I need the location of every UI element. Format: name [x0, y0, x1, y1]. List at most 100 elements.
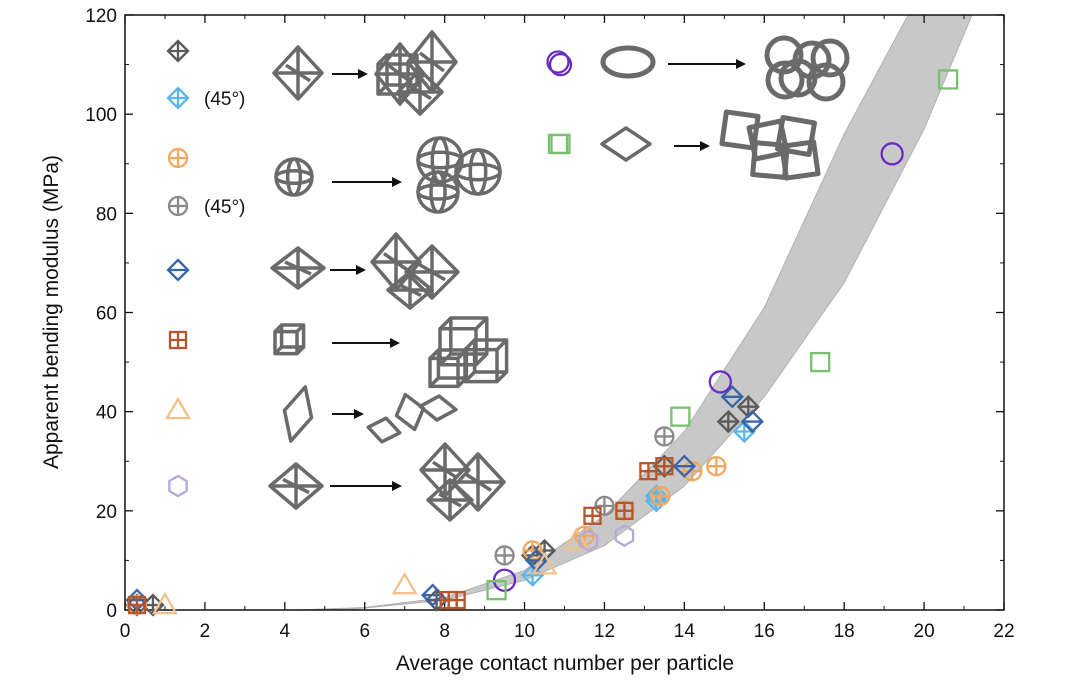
x-tick-label: 14: [674, 621, 696, 642]
data-point-series-9: [486, 580, 507, 601]
data-point-series-4: [720, 385, 744, 409]
octahedron-small-cluster-icon: [426, 478, 474, 522]
y-tick-label: 0: [106, 601, 117, 622]
legend-marker-5: [168, 330, 188, 350]
inset-arrow-7: [668, 59, 746, 69]
inset-arrow-6: [330, 481, 402, 491]
data-point-series-5: [615, 501, 634, 520]
data-point-series-3: [654, 426, 675, 447]
cube-frame-icon: [273, 323, 306, 356]
data-point-series-6: [151, 591, 178, 615]
data-point-series-2: [650, 485, 671, 507]
data-point-series-6: [531, 552, 558, 575]
y-axis-title: Apparent bending modulus (MPa): [40, 155, 63, 469]
data-point-series-9: [670, 406, 691, 427]
inset-illustrations-layer: [268, 30, 850, 522]
data-point-series-8: [548, 52, 573, 77]
data-point-series-4: [421, 583, 445, 607]
rhombus-cluster-icon: [394, 392, 426, 432]
data-point-series-7: [578, 529, 599, 552]
rhombus-cluster-icon: [418, 394, 458, 422]
y-tick-label: 100: [85, 105, 117, 126]
data-point-series-7: [614, 524, 635, 547]
x-tick-label: 22: [993, 621, 1014, 642]
square-ring-cluster-icon: [719, 109, 821, 181]
x-tick-label: 16: [754, 621, 775, 642]
data-point-series-4: [740, 409, 764, 434]
data-point-series-5: [127, 595, 147, 615]
square-ring-icon: [600, 126, 652, 162]
inset-arrow-4: [332, 338, 400, 348]
data-point-series-0: [716, 409, 740, 434]
data-point-series-2: [522, 540, 543, 561]
octahedron-cluster-icon: [376, 53, 419, 96]
data-point-series-8: [708, 370, 732, 394]
trend-band-lower-edge: [344, 15, 973, 610]
data-point-series-3: [494, 545, 515, 566]
data-point-series-6: [563, 527, 590, 550]
inset-arrow-1: [332, 69, 368, 79]
y-tick-label: 40: [96, 403, 117, 424]
inset-arrow-5: [332, 409, 364, 419]
torus-cluster-icon: [764, 35, 850, 102]
x-axis-title: Average contact number per particle: [396, 652, 734, 675]
legend-layer: (45°) (45°): [165, 39, 570, 498]
y-tick-label: 120: [85, 6, 117, 27]
x-tick-label: 4: [280, 621, 291, 642]
y-tick-label: 60: [96, 304, 117, 325]
sphere-frame-icon: [274, 157, 314, 197]
data-point-series-1: [520, 563, 545, 587]
x-tick-label: 2: [200, 621, 211, 642]
data-markers-layer: [125, 52, 959, 617]
sphere-cluster-icon: [416, 170, 460, 214]
x-tick-label: 0: [120, 621, 131, 642]
octahedron-flat-cluster-icon: [386, 270, 434, 310]
data-point-series-5: [583, 506, 602, 525]
x-tick-label: 20: [914, 621, 935, 642]
x-tick-label: 6: [359, 621, 370, 642]
data-point-series-9: [937, 69, 959, 90]
data-point-series-6: [391, 571, 418, 595]
legend-marker-4: [166, 258, 190, 282]
x-tick-label: 18: [834, 621, 855, 642]
octahedron-icon: [272, 45, 324, 101]
legend-label-1: (45°): [204, 89, 245, 110]
rhombus-frame-icon: [282, 385, 314, 443]
data-point-series-8: [880, 142, 904, 166]
torus-icon: [600, 45, 656, 79]
inset-arrow-3: [330, 265, 366, 275]
trend-band: [296, 15, 973, 610]
octahedron-small-cluster-icon: [450, 452, 506, 512]
x-tick-label: 10: [514, 621, 535, 642]
rhombus-cluster-icon: [366, 416, 402, 444]
data-point-series-4: [672, 454, 696, 478]
legend-marker-0: [166, 39, 190, 63]
legend-marker-6: [165, 396, 191, 420]
data-point-series-9: [810, 351, 831, 373]
y-tick-label: 20: [96, 502, 117, 523]
sphere-cluster-icon: [416, 136, 464, 184]
data-point-series-5: [655, 457, 674, 476]
legend-marker-1: [166, 86, 190, 110]
y-tick-label: 80: [96, 204, 117, 225]
legend-marker-7: [168, 474, 188, 498]
legend-marker-3: [167, 195, 189, 217]
data-point-series-5: [447, 590, 466, 610]
octahedron-flat-icon: [270, 246, 326, 290]
inset-arrow-8: [674, 141, 710, 151]
legend-label-3: (45°): [204, 197, 245, 218]
data-point-series-2: [706, 456, 727, 477]
cube-cluster-icon: [428, 348, 469, 389]
data-point-series-9: [550, 133, 571, 155]
sphere-cluster-icon: [454, 148, 502, 196]
inset-arrow-2: [332, 177, 402, 187]
legend-marker-upper-0: [546, 50, 570, 74]
axes-layer: 0 2 4 6 8 10 12 14 16 18 20 22 0 20 40 60 80 100 120: [85, 6, 1014, 642]
data-point-series-3: [594, 495, 615, 517]
legend-marker-2: [167, 147, 189, 169]
octahedron-small-icon: [268, 462, 324, 510]
x-tick-label: 12: [594, 621, 615, 642]
x-tick-label: 8: [439, 621, 450, 642]
